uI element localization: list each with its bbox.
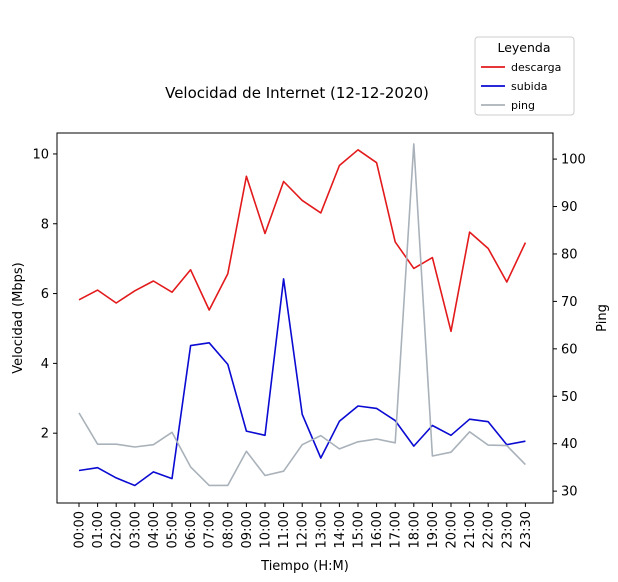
plot-frame: [56, 132, 554, 504]
x-tick-label: 00:00: [73, 511, 88, 548]
y2-tick-label: 70: [561, 295, 578, 310]
x-tick-label: 16:00: [370, 511, 385, 548]
x-axis-label: Tiempo (H:M): [260, 559, 349, 574]
x-tick-label: 20:00: [445, 511, 460, 548]
x-tick-label: 13:00: [314, 511, 329, 548]
x-tick-label: 15:00: [352, 511, 367, 548]
x-tick-label: 23:30: [519, 511, 534, 548]
x-tick-label: 06:00: [184, 511, 199, 548]
x-tick-label: 07:00: [203, 511, 218, 548]
x-tick-label: 18:00: [407, 511, 422, 548]
x-tick-label: 03:00: [128, 511, 143, 548]
x-tick-label: 05:00: [166, 511, 181, 548]
legend-label-descarga: descarga: [511, 61, 561, 74]
y-tick-label: 10: [32, 147, 49, 162]
x-tick-label: 12:00: [296, 511, 311, 548]
x-tick-label: 09:00: [240, 511, 255, 548]
x-tick-label: 21:00: [463, 511, 478, 548]
y2-tick-label: 50: [561, 390, 578, 405]
x-tick-label: 10:00: [259, 511, 274, 548]
x-tick-label: 14:00: [333, 511, 348, 548]
x-tick-label: 08:00: [221, 511, 236, 548]
y-axis-label: Velocidad (Mbps): [11, 262, 26, 373]
chart-title: Velocidad de Internet (12-12-2020): [165, 84, 429, 102]
x-tick-label: 04:00: [147, 511, 162, 548]
y2-tick-label: 30: [561, 485, 578, 500]
legend-label-subida: subida: [511, 80, 547, 93]
series-line-subida: [78, 278, 526, 487]
legend-title: Leyenda: [497, 40, 550, 55]
x-tick-label: 17:00: [389, 511, 404, 548]
series-line-descarga: [78, 149, 527, 333]
x-tick-label: 11:00: [277, 511, 292, 548]
y2-axis-label: Ping: [595, 304, 610, 332]
legend-items: descarga subida ping: [481, 61, 561, 112]
legend-box: [474, 36, 575, 116]
y-tick-label: 8: [41, 217, 49, 232]
axes: 00:00 01:00 02:00 03:00 04:00 05:00 06:00 07:00…: [32, 147, 585, 548]
y-tick-label: 4: [41, 357, 49, 372]
legend: Leyenda descarga subida ping: [474, 36, 575, 116]
plot-area: [78, 143, 527, 487]
legend-label-ping: ping: [511, 99, 535, 112]
y-tick-label: 2: [41, 427, 49, 442]
x-tick-label: 01:00: [91, 511, 106, 548]
series-line-ping: [78, 143, 526, 487]
x-tick-label: 02:00: [110, 511, 125, 548]
y2-tick-label: 80: [561, 247, 578, 262]
y2-tick-label: 60: [561, 342, 578, 357]
y2-tick-label: 100: [561, 153, 586, 168]
x-tick-label: 19:00: [426, 511, 441, 548]
y-tick-label: 6: [41, 287, 49, 302]
x-tick-label: 22:00: [482, 511, 497, 548]
x-tick-label: 23:00: [500, 511, 515, 548]
y2-tick-label: 90: [561, 200, 578, 215]
y2-tick-label: 40: [561, 437, 578, 452]
